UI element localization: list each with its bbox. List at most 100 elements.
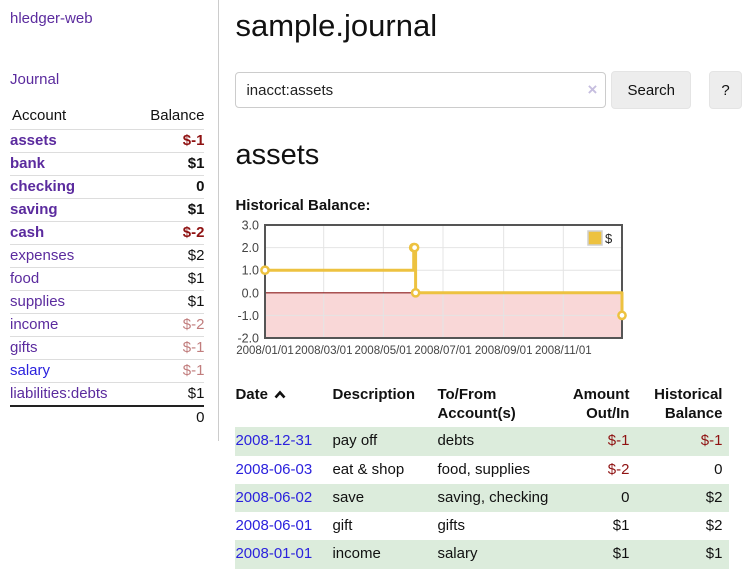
transaction-description: pay off [332,432,378,450]
transaction-amount: $-2 [607,460,630,478]
transaction-date-link[interactable]: 2008-06-01 [235,517,313,535]
accounts-balance-table: Account Balance assets $-1 bank $1 checking 0… [10,105,205,429]
col-header-description: Description [332,386,415,403]
legend-label: $ [605,231,613,246]
transaction-row: 2008-06-01 gift gifts $1 $2 [235,512,729,540]
account-balance: $-1 [133,359,205,383]
data-point [410,242,420,253]
sidebar-item-journal[interactable]: Journal [10,71,60,88]
account-row: bank $1 [10,152,205,176]
account-row: cash $-2 [10,221,205,245]
x-tick-label: 2008/03/01 [295,345,353,357]
account-row: income $-2 [10,313,205,337]
account-row: food $1 [10,267,205,291]
account-row: liabilities:debts $1 [10,382,205,406]
x-tick-label: 2008/11/01 [535,345,592,357]
transaction-amount: $1 [612,545,630,563]
y-tick-label: -1.0 [238,309,260,323]
sidebar: hledger-web Journal Account Balance asse… [0,0,220,441]
transaction-date-link[interactable]: 2008-01-01 [235,545,313,563]
account-link[interactable]: liabilities:debts [10,385,108,402]
account-link[interactable]: expenses [10,247,75,264]
transaction-balance: $1 [705,545,723,563]
transaction-row: 2008-06-03 eat & shop food, supplies $-2 0 [235,456,729,484]
account-balance: $1 [133,267,205,291]
x-tick-label: 2008/05/01 [355,345,413,357]
transaction-date-link[interactable]: 2008-06-02 [235,488,313,506]
sort-ascending-icon [274,390,286,399]
transaction-accounts: debts [437,432,475,450]
transaction-balance: $2 [705,517,723,535]
balance-col-header: Balance [150,107,205,124]
transaction-description: gift [332,517,353,535]
account-balance: $1 [133,382,205,406]
transaction-description: eat & shop [332,460,405,478]
transaction-description: save [332,488,365,506]
account-link[interactable]: checking [10,178,76,195]
y-tick-label: 1.0 [242,264,259,278]
account-row: gifts $-1 [10,336,205,360]
account-link[interactable]: salary [10,362,51,379]
col-header-date[interactable]: Date [235,383,332,427]
plot-border [264,224,624,339]
transaction-amount: 0 [621,488,630,506]
page-title: sample.journal [235,8,438,43]
account-heading: assets [235,139,320,171]
account-balance: $2 [133,244,205,268]
account-balance: $1 [133,198,205,222]
col-header-amount: Amount Out/In [572,386,630,423]
total-balance: 0 [133,405,205,429]
account-balance: $-1 [133,129,205,153]
x-tick-label: 2008/09/01 [475,345,533,357]
register-body: 2008-12-31 pay off debts $-1 $-1 2008-06-03 ea… [235,427,730,569]
account-row: saving $1 [10,198,205,222]
accounts-col-header: Account [12,107,67,124]
account-row: supplies $1 [10,290,205,314]
account-link[interactable]: saving [10,201,58,218]
search-input[interactable] [235,72,607,108]
account-row: checking 0 [10,175,205,199]
data-point [617,310,628,321]
y-tick-label: -2.0 [238,332,260,346]
data-point [411,287,421,298]
account-balance: $-2 [133,221,205,245]
account-link[interactable]: assets [10,132,57,149]
chart-title: Historical Balance: [235,197,371,214]
search-form: × Search ? [235,71,742,109]
app-title-link[interactable]: hledger-web [10,10,93,27]
transaction-row: 2008-01-01 income salary $1 $1 [235,540,730,569]
y-tick-label: 3.0 [242,219,259,233]
page: hledger-web Journal Account Balance asse… [0,0,742,569]
transaction-balance: 0 [714,460,723,478]
account-link[interactable]: bank [10,155,46,172]
transaction-row: 2008-06-02 save saving, checking 0 $2 [235,483,730,513]
transaction-amount: $1 [612,517,630,535]
transaction-accounts: gifts [437,517,465,535]
col-header-balance: Historical Balance [654,386,723,423]
register-table: Date Description To/From Account(s) Amou… [235,383,730,569]
legend-swatch [587,230,604,246]
transaction-row: 2008-12-31 pay off debts $-1 $-1 [235,427,730,456]
account-balance: 0 [133,175,205,199]
account-link[interactable]: gifts [10,339,38,356]
transaction-balance: $-1 [700,432,723,450]
help-button[interactable]: ? [709,71,742,109]
sidebar-accounts-body: assets $-1 bank $1 checking 0 saving $1 cash $-2 e… [10,129,205,406]
account-link[interactable]: supplies [10,293,66,310]
account-balance: $1 [133,290,205,314]
search-button[interactable]: Search [611,71,691,109]
account-balance: $-1 [133,336,205,360]
account-link[interactable]: income [10,316,59,333]
transaction-description: income [332,545,381,563]
clear-search-icon[interactable]: × [587,80,598,100]
main-content: sample.journal × Search ? assets Histori… [219,0,742,569]
x-tick-label: 2008/01/01 [237,345,295,357]
transaction-amount: $-1 [607,432,630,450]
transaction-date-link[interactable]: 2008-06-03 [235,460,313,478]
transaction-date-link[interactable]: 2008-12-31 [235,432,313,450]
account-link[interactable]: cash [10,224,45,241]
account-row: salary $-1 [10,359,205,383]
account-balance: $1 [133,152,205,176]
account-link[interactable]: food [10,270,40,287]
